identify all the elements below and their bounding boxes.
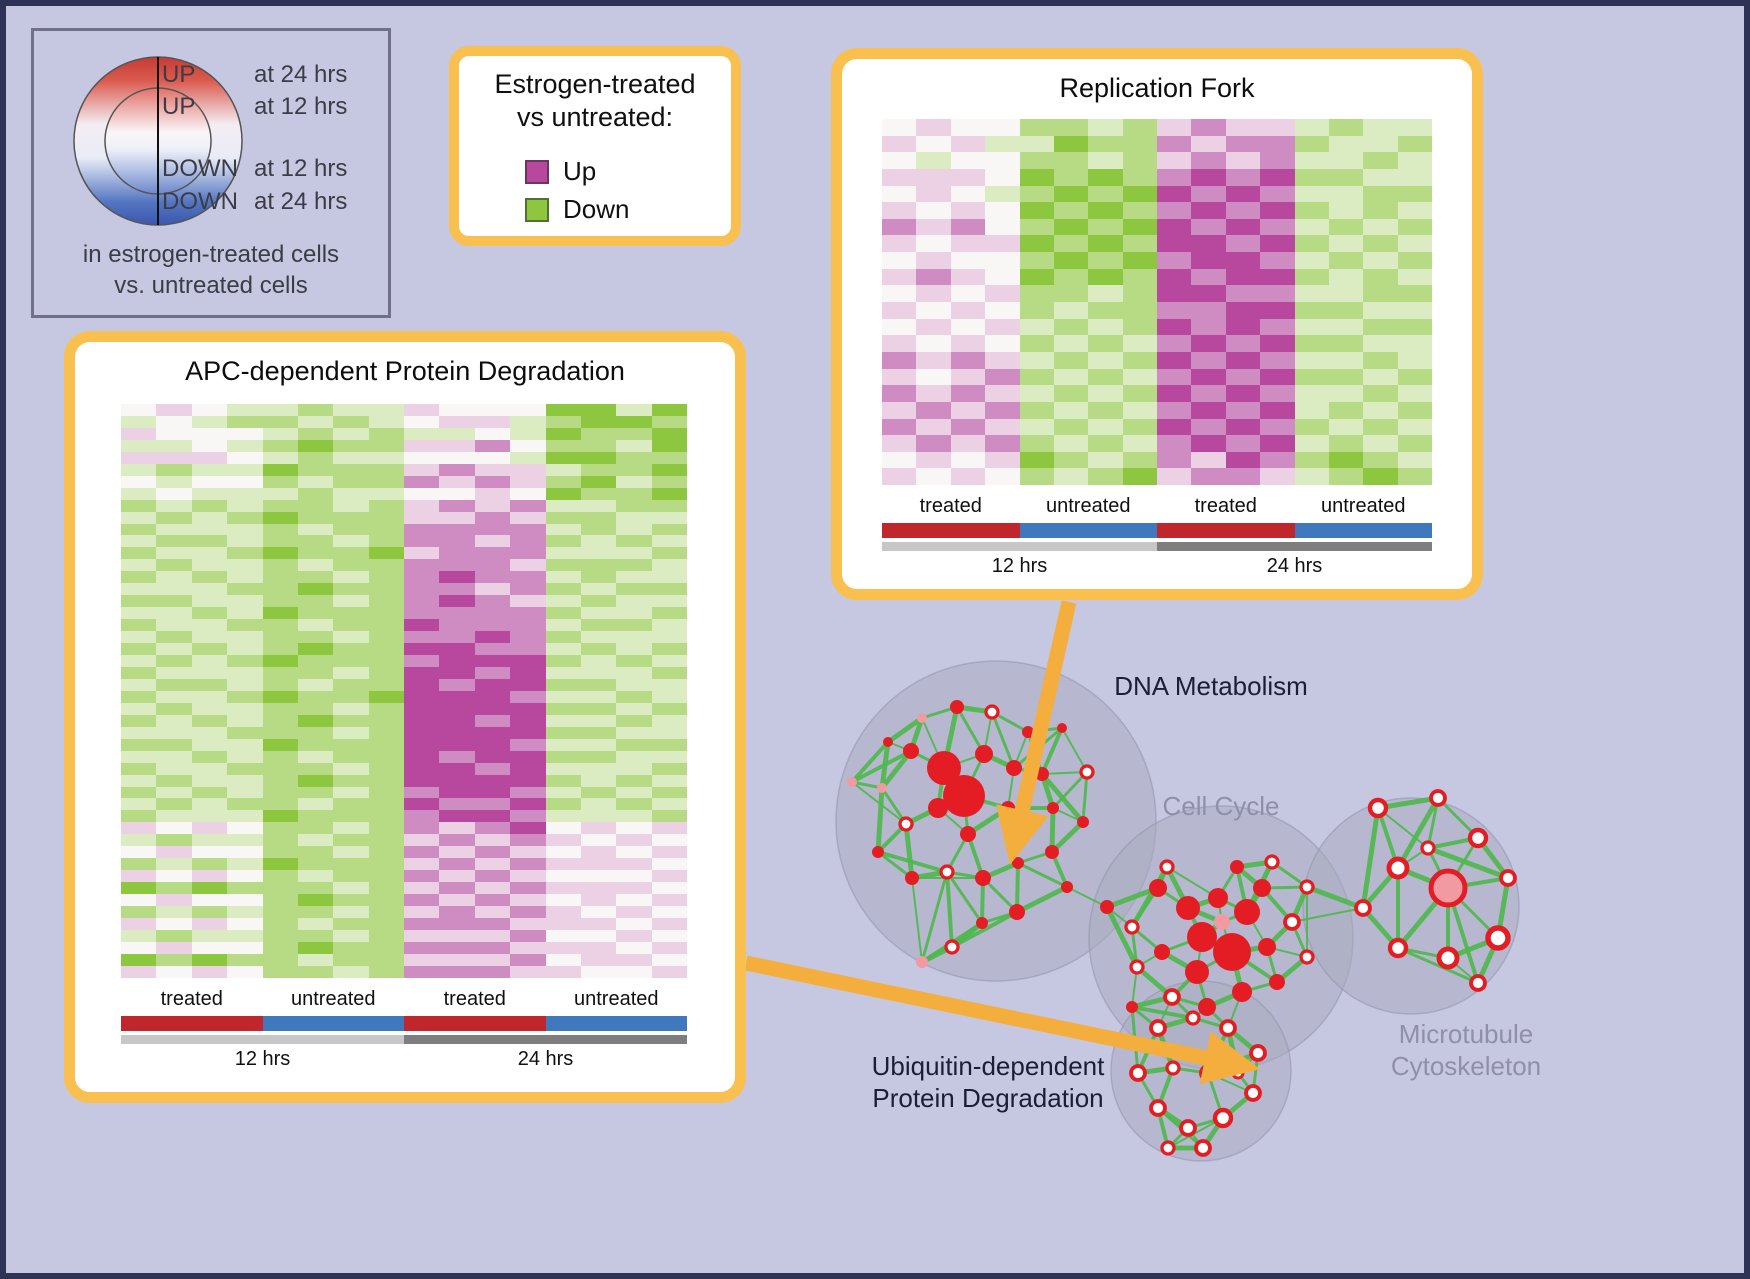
replication-heatmap bbox=[882, 119, 1432, 486]
apc-panel-title: APC-dependent Protein Degradation bbox=[185, 356, 625, 386]
ring-term: UP bbox=[162, 61, 196, 88]
estrogen-legend-title: Estrogen-treated vs untreated: bbox=[459, 68, 731, 134]
cluster-label-dna-metabolism: DNA Metabolism bbox=[1114, 671, 1308, 701]
ring-legend-caption: in estrogen-treated cells vs. untreated … bbox=[34, 239, 388, 301]
down-color-swatch bbox=[525, 197, 549, 222]
time-label-24hrs: 24 hrs bbox=[1266, 555, 1323, 577]
ring-row-up-12: UP at 12 hrs bbox=[162, 93, 347, 121]
group-label: treated bbox=[443, 988, 506, 1010]
group-label: treated bbox=[160, 988, 223, 1010]
ring-caption-line1: in estrogen-treated cells bbox=[82, 241, 340, 268]
group-label: treated bbox=[919, 495, 982, 517]
updown-ring-diagram bbox=[73, 56, 243, 226]
legend-item-down: Down bbox=[525, 194, 629, 225]
apc-degradation-panel: APC-dependent Protein Degradation treate… bbox=[64, 331, 746, 1103]
group-label: untreated bbox=[1320, 495, 1406, 517]
cluster-label-ubiquitin-degradation: Ubiquitin-dependent Protein Degradation bbox=[858, 1050, 1118, 1114]
replication-time-labels: 12 hrs 24 hrs bbox=[882, 555, 1432, 578]
treated-bar bbox=[404, 1016, 546, 1031]
estrogen-legend-title-line2: vs untreated: bbox=[516, 102, 674, 132]
ring-term: UP bbox=[162, 93, 196, 120]
replication-group-labels: treated untreated treated untreated bbox=[882, 495, 1432, 518]
legend-item-down-label: Down bbox=[563, 194, 630, 224]
ring-time: at 24 hrs bbox=[254, 188, 348, 215]
estrogen-legend-title-line1: Estrogen-treated bbox=[494, 69, 696, 99]
ring-row-up-24: UP at 24 hrs bbox=[162, 61, 347, 89]
cluster-label-microtubule-cytoskeleton: Microtubule Cytoskeleton bbox=[1366, 1018, 1566, 1082]
apc-time-colorbar bbox=[121, 1035, 687, 1044]
untreated-bar bbox=[1019, 523, 1157, 538]
treated-bar bbox=[1157, 523, 1295, 538]
updown-ring-legend: UP at 24 hrs UP at 12 hrs DOWN at 12 hrs… bbox=[31, 28, 391, 318]
ring-time: at 24 hrs bbox=[254, 61, 348, 88]
time-label-12hrs: 12 hrs bbox=[234, 1048, 291, 1070]
treated-bar bbox=[121, 1016, 263, 1031]
untreated-bar bbox=[262, 1016, 404, 1031]
cluster-label-microtubule-line2: Cytoskeleton bbox=[1390, 1051, 1542, 1081]
group-label: untreated bbox=[1045, 495, 1131, 517]
ring-row-down-12: DOWN at 12 hrs bbox=[162, 155, 347, 183]
replication-panel-title: Replication Fork bbox=[1059, 73, 1255, 103]
up-color-swatch bbox=[525, 159, 549, 184]
legend-item-up-label: Up bbox=[563, 156, 597, 186]
time-bar-12hrs bbox=[121, 1035, 404, 1044]
cluster-label-cell-cycle: Cell Cycle bbox=[1162, 791, 1280, 821]
apc-heatmap bbox=[121, 404, 687, 978]
time-bar-24hrs bbox=[1157, 542, 1432, 551]
ring-time: at 12 hrs bbox=[254, 93, 348, 120]
cluster-label-microtubule-line1: Microtubule bbox=[1398, 1019, 1534, 1049]
estrogen-color-legend: Estrogen-treated vs untreated: Up Down bbox=[449, 46, 741, 246]
ring-time: at 12 hrs bbox=[254, 155, 348, 182]
time-bar-12hrs bbox=[882, 542, 1157, 551]
ring-term: DOWN bbox=[162, 155, 238, 182]
time-label-12hrs: 12 hrs bbox=[991, 555, 1048, 577]
untreated-bar bbox=[1294, 523, 1432, 538]
replication-condition-colorbar bbox=[882, 523, 1432, 538]
ring-term: DOWN bbox=[162, 188, 238, 215]
group-label: treated bbox=[1194, 495, 1257, 517]
time-label-24hrs: 24 hrs bbox=[517, 1048, 574, 1070]
apc-group-labels: treated untreated treated untreated bbox=[121, 988, 687, 1011]
cluster-label-ubiquitin-line2: Protein Degradation bbox=[872, 1083, 1104, 1113]
ring-row-down-24: DOWN at 24 hrs bbox=[162, 188, 347, 216]
time-bar-24hrs bbox=[404, 1035, 687, 1044]
cluster-label-ubiquitin-line1: Ubiquitin-dependent bbox=[871, 1051, 1105, 1081]
ring-caption-line2: vs. untreated cells bbox=[114, 272, 308, 299]
legend-item-up: Up bbox=[525, 156, 596, 187]
replication-fork-panel: Replication Fork treated untreated treat… bbox=[831, 48, 1483, 600]
untreated-bar bbox=[545, 1016, 687, 1031]
group-label: untreated bbox=[573, 988, 659, 1010]
apc-condition-colorbar bbox=[121, 1016, 687, 1031]
group-label: untreated bbox=[290, 988, 376, 1010]
treated-bar bbox=[882, 523, 1020, 538]
apc-time-labels: 12 hrs 24 hrs bbox=[121, 1048, 687, 1071]
replication-time-colorbar bbox=[882, 542, 1432, 551]
